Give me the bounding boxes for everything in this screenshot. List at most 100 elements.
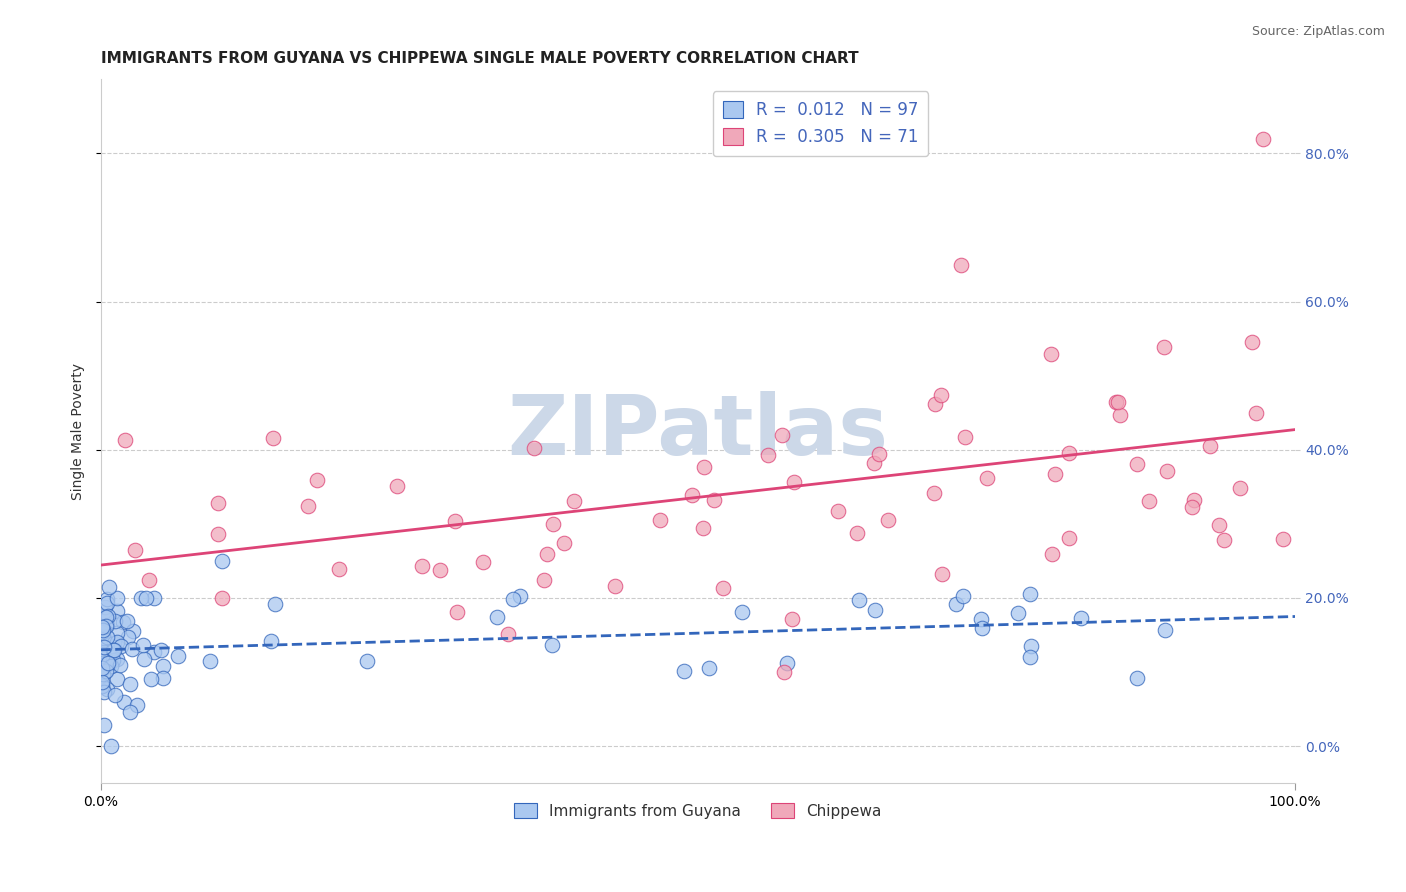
Point bbox=[111, 615, 134, 629]
Point bbox=[125, 698, 148, 712]
Point bbox=[264, 597, 287, 611]
Point bbox=[91, 623, 114, 637]
Point bbox=[756, 448, 779, 462]
Point bbox=[444, 514, 467, 528]
Point bbox=[90, 678, 112, 692]
Point bbox=[121, 624, 143, 639]
Point bbox=[259, 634, 281, 648]
Point bbox=[1125, 671, 1147, 685]
Point bbox=[1007, 606, 1029, 620]
Point bbox=[770, 428, 793, 442]
Point bbox=[509, 590, 531, 604]
Point bbox=[877, 513, 900, 527]
Point bbox=[93, 640, 115, 654]
Point bbox=[541, 517, 564, 532]
Point bbox=[90, 620, 112, 634]
Point bbox=[100, 654, 122, 668]
Point bbox=[605, 579, 627, 593]
Point bbox=[970, 621, 993, 635]
Point bbox=[553, 536, 575, 550]
Point bbox=[929, 387, 952, 401]
Point bbox=[863, 603, 886, 617]
Point bbox=[117, 614, 139, 628]
Point bbox=[90, 625, 112, 640]
Point bbox=[107, 652, 129, 666]
Point bbox=[533, 573, 555, 587]
Point bbox=[105, 604, 128, 618]
Point bbox=[1057, 531, 1080, 545]
Point bbox=[472, 555, 495, 569]
Point bbox=[1153, 340, 1175, 354]
Point bbox=[118, 676, 141, 690]
Point bbox=[104, 615, 127, 629]
Point bbox=[167, 648, 190, 663]
Point bbox=[100, 739, 122, 753]
Point bbox=[101, 642, 124, 657]
Point bbox=[780, 612, 803, 626]
Text: IMMIGRANTS FROM GUYANA VS CHIPPEWA SINGLE MALE POVERTY CORRELATION CHART: IMMIGRANTS FROM GUYANA VS CHIPPEWA SINGL… bbox=[100, 51, 858, 66]
Point bbox=[132, 652, 155, 666]
Point bbox=[98, 580, 121, 594]
Point bbox=[139, 673, 162, 687]
Point bbox=[1153, 623, 1175, 637]
Point bbox=[827, 504, 849, 518]
Point bbox=[91, 667, 114, 681]
Point bbox=[1105, 394, 1128, 409]
Point bbox=[120, 705, 142, 719]
Point bbox=[96, 610, 118, 624]
Point bbox=[868, 447, 890, 461]
Point bbox=[103, 688, 125, 702]
Point bbox=[112, 695, 135, 709]
Point bbox=[1109, 409, 1132, 423]
Point bbox=[783, 475, 806, 489]
Point bbox=[1199, 439, 1222, 453]
Point bbox=[1045, 467, 1067, 482]
Point bbox=[93, 657, 115, 672]
Point bbox=[328, 562, 350, 576]
Point bbox=[94, 599, 117, 614]
Point bbox=[103, 653, 125, 667]
Point bbox=[731, 605, 754, 619]
Point bbox=[105, 626, 128, 640]
Point bbox=[305, 473, 328, 487]
Point bbox=[842, 131, 865, 145]
Point bbox=[93, 631, 115, 645]
Point bbox=[105, 634, 128, 648]
Point bbox=[924, 397, 946, 411]
Point bbox=[207, 496, 229, 510]
Point bbox=[97, 608, 120, 623]
Point bbox=[1042, 548, 1064, 562]
Point bbox=[103, 643, 125, 657]
Point bbox=[124, 543, 146, 558]
Point bbox=[1156, 464, 1178, 478]
Point bbox=[955, 429, 977, 443]
Point bbox=[152, 672, 174, 686]
Point bbox=[536, 547, 558, 561]
Point bbox=[114, 433, 136, 447]
Point bbox=[97, 653, 120, 667]
Point bbox=[1059, 445, 1081, 459]
Point bbox=[862, 456, 884, 470]
Point bbox=[105, 672, 128, 686]
Point bbox=[110, 639, 132, 653]
Point bbox=[121, 642, 143, 657]
Point bbox=[91, 675, 114, 690]
Point bbox=[90, 648, 112, 663]
Point bbox=[1019, 640, 1042, 654]
Point bbox=[93, 609, 115, 624]
Point bbox=[931, 566, 953, 581]
Point bbox=[132, 639, 155, 653]
Point bbox=[498, 627, 520, 641]
Point bbox=[845, 526, 868, 541]
Point bbox=[94, 664, 117, 678]
Point bbox=[90, 661, 112, 675]
Point bbox=[773, 665, 796, 679]
Legend: Immigrants from Guyana, Chippewa: Immigrants from Guyana, Chippewa bbox=[508, 797, 889, 825]
Point bbox=[970, 612, 993, 626]
Point bbox=[1126, 457, 1149, 471]
Point bbox=[697, 661, 720, 675]
Text: ZIPatlas: ZIPatlas bbox=[508, 391, 889, 472]
Point bbox=[681, 488, 703, 502]
Point bbox=[1182, 492, 1205, 507]
Point bbox=[502, 591, 524, 606]
